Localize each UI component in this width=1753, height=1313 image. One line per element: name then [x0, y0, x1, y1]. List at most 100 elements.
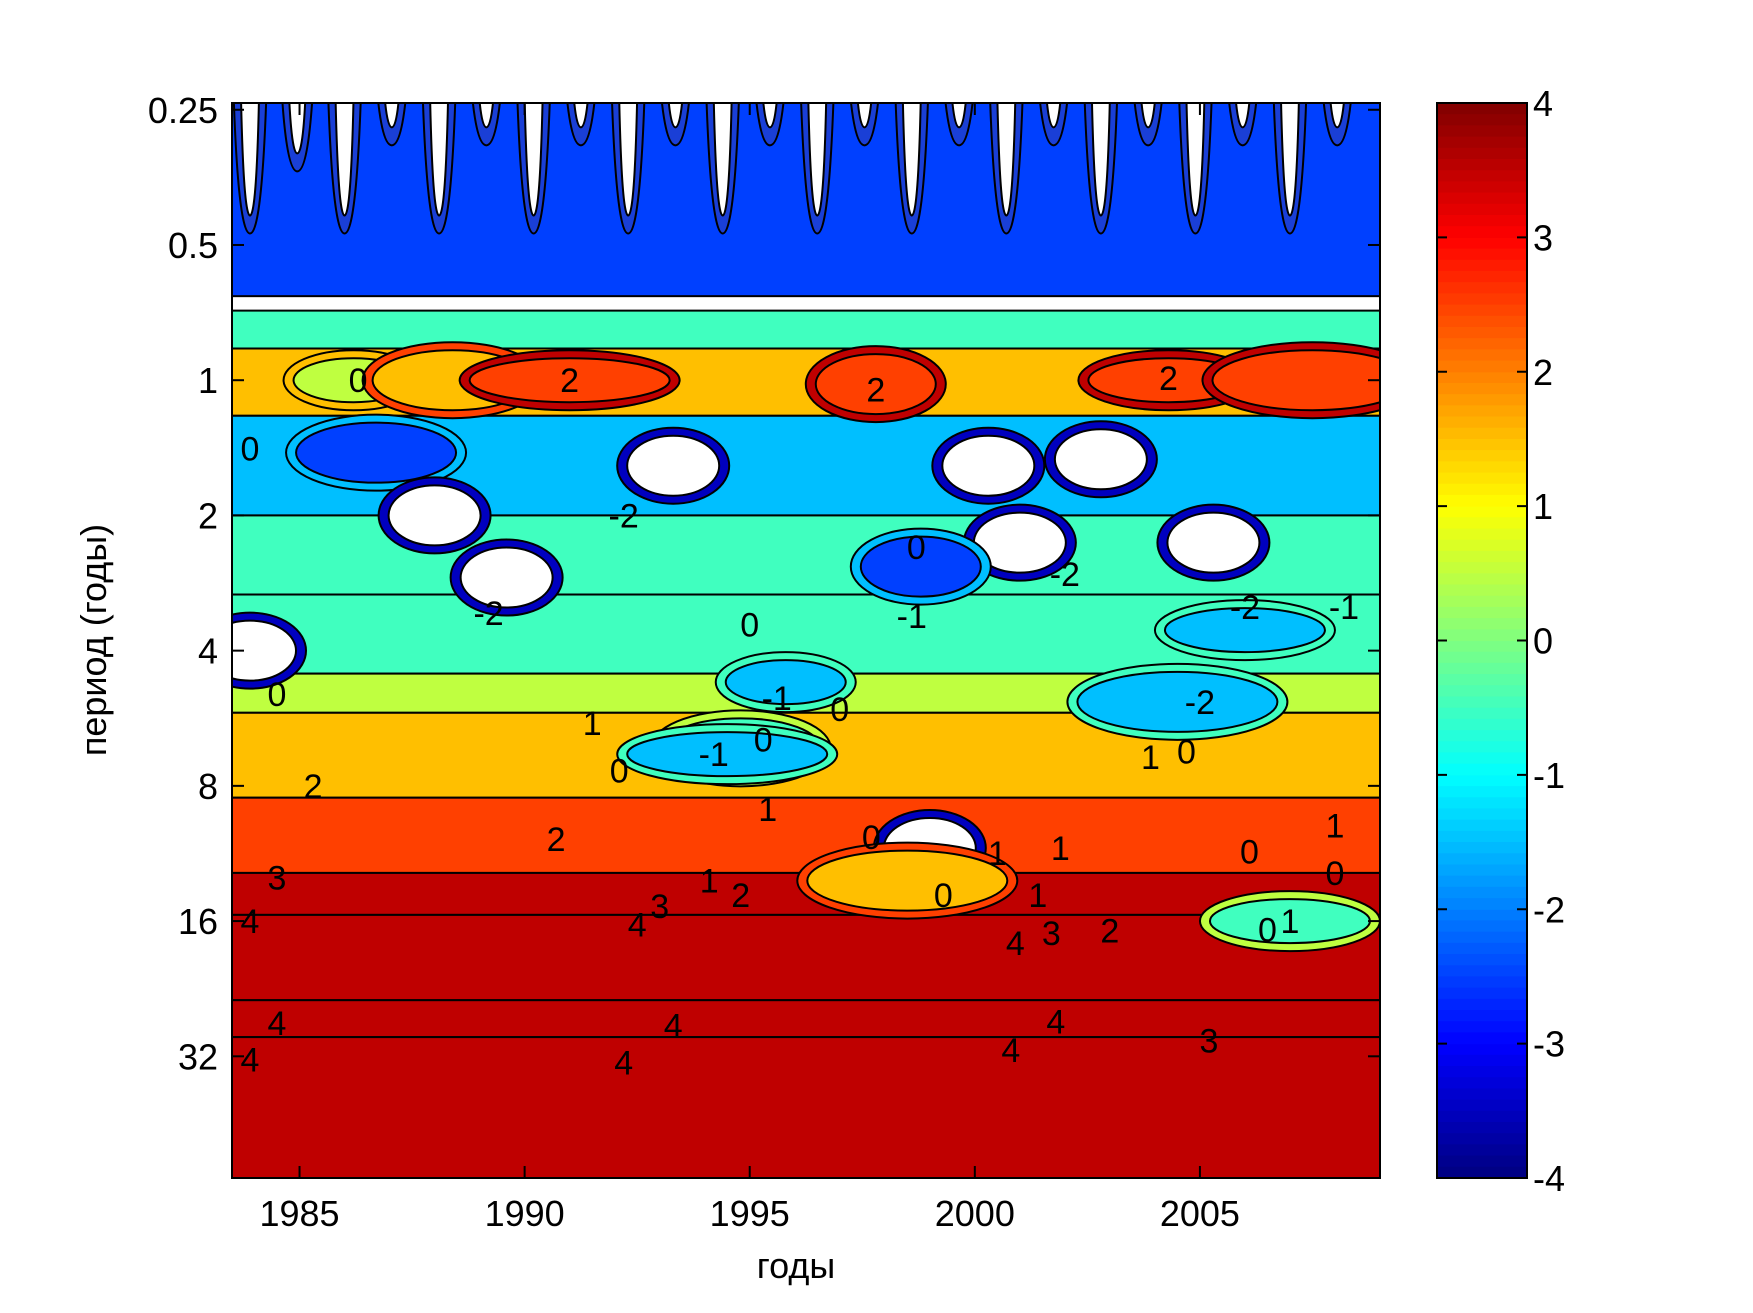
colorbar-segment [1437, 662, 1527, 675]
contour-region-core [387, 484, 482, 547]
contour-region-core [1211, 349, 1380, 412]
colorbar-segment [1437, 259, 1527, 272]
colorbar-segment [1437, 349, 1527, 362]
colorbar-segment [1437, 864, 1527, 877]
colorbar-segment [1437, 965, 1527, 978]
colorbar-tick-label: 3 [1533, 217, 1553, 258]
contour-hole [951, 103, 967, 129]
contour-region-core [1076, 670, 1279, 733]
x-tick-label: 1985 [259, 1193, 339, 1234]
colorbar-segment [1437, 438, 1527, 451]
contour-label: 2 [1159, 360, 1178, 398]
colorbar-segment [1437, 248, 1527, 261]
contour-label: 2 [1100, 913, 1119, 951]
colorbar-segment [1437, 562, 1527, 574]
contour-label: -1 [1329, 589, 1359, 627]
colorbar-segment [1437, 539, 1527, 552]
colorbar-tick-label: 0 [1533, 621, 1553, 662]
colorbar-segment [1437, 494, 1527, 507]
contour-hole [996, 103, 1017, 217]
contour-label: 1 [1028, 877, 1047, 915]
x-tick-label: 1990 [485, 1193, 565, 1234]
colorbar-segment [1437, 528, 1527, 541]
colorbar-segment [1437, 103, 1527, 115]
contour-label: 0 [907, 529, 926, 567]
colorbar-segment [1437, 293, 1527, 306]
contour-label: 2 [547, 821, 566, 859]
colorbar-segment [1437, 674, 1527, 686]
colorbar-segment [1437, 853, 1527, 866]
y-tick-label: 8 [198, 766, 218, 807]
contour-region-core [806, 849, 1009, 912]
colorbar-segment [1437, 315, 1527, 328]
y-axis-label: период (годы) [73, 524, 114, 756]
contour-hole [807, 103, 828, 217]
contour-label: -2 [1185, 684, 1215, 722]
contour-label: 1 [1326, 807, 1345, 845]
contour-label: 0 [610, 753, 629, 791]
contour-hole [1329, 103, 1345, 129]
colorbar-segment [1437, 942, 1527, 955]
colorbar-segment [1437, 517, 1527, 530]
contour-region-core [626, 434, 721, 497]
contour-label: 1 [988, 835, 1007, 873]
y-tick-label: 1 [198, 360, 218, 401]
contour-region-core [459, 546, 554, 609]
colorbar-segment [1437, 741, 1527, 754]
contour-label: 3 [1042, 915, 1061, 953]
colorbar-segment [1437, 304, 1527, 317]
contour-hole [1046, 103, 1062, 129]
contour-label: 0 [268, 676, 287, 714]
contour-hole [1280, 103, 1300, 217]
contour-label: 1 [758, 791, 777, 829]
colorbar-segment [1437, 830, 1527, 843]
colorbar-segment [1437, 629, 1527, 642]
contour-label: 4 [628, 907, 647, 945]
contour-region-core [859, 535, 982, 598]
colorbar-segment [1437, 237, 1527, 250]
colorbar-segment [1437, 371, 1527, 384]
colorbar-segment [1437, 819, 1527, 832]
contour-label: 0 [830, 691, 849, 729]
colorbar-segment [1437, 842, 1527, 854]
colorbar-segment [1437, 573, 1527, 586]
colorbar-segment [1437, 931, 1527, 944]
colorbar-segment [1437, 797, 1527, 810]
colorbar-segment [1437, 898, 1527, 910]
colorbar-segment [1437, 920, 1527, 933]
colorbar-segment [1437, 1054, 1527, 1067]
contour-label: -1 [699, 736, 729, 774]
contour-label: 0 [740, 607, 759, 645]
colorbar-segment [1437, 976, 1527, 989]
colorbar-segment [1437, 618, 1527, 630]
contour-label: 3 [1199, 1022, 1218, 1060]
y-tick-label: 16 [178, 901, 218, 942]
contour-hole [1185, 103, 1206, 217]
contour-label: 1 [700, 863, 719, 901]
contour-region-core [814, 353, 937, 416]
colorbar-segment [1437, 1088, 1527, 1101]
colorbar-segment [1437, 125, 1527, 138]
x-axis-label: годы [757, 1245, 835, 1286]
colorbar-segment [1437, 1110, 1527, 1123]
colorbar-tick-label: -1 [1533, 755, 1565, 796]
colorbar-segment [1437, 1077, 1527, 1090]
contour-region-core [232, 619, 297, 682]
contour-label: -2 [473, 595, 503, 633]
contour-hole [240, 103, 260, 217]
colorbar-segment [1437, 360, 1527, 373]
y-tick-label: 32 [178, 1036, 218, 1077]
y-tick-label: 2 [198, 495, 218, 536]
colorbar-segment [1437, 808, 1527, 821]
colorbar-segment [1437, 640, 1527, 653]
colorbar-segment [1437, 394, 1527, 406]
contour-region-core [941, 434, 1036, 497]
colorbar-tick-label: -2 [1533, 889, 1565, 930]
contour-label: 3 [268, 860, 287, 898]
contour-hole [667, 103, 684, 129]
colorbar-segment [1437, 506, 1527, 518]
contour-label: 4 [664, 1007, 683, 1045]
contour-label: 3 [650, 888, 669, 926]
colorbar-segment [1437, 730, 1527, 742]
y-tick-label: 0.25 [148, 90, 218, 131]
